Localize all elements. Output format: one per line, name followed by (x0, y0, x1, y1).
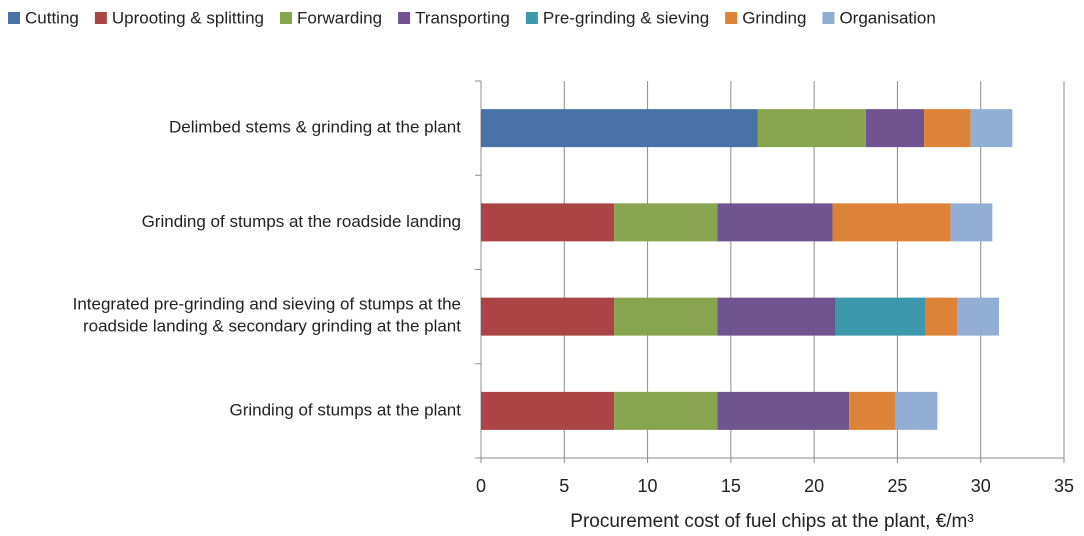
legend-label: Pre-grinding & sieving (543, 8, 709, 27)
legend-label: Transporting (415, 8, 510, 27)
x-tick-label: 30 (971, 476, 991, 496)
legend-label: Grinding (742, 8, 806, 27)
bar-segment (614, 391, 718, 430)
y-tick-label: Delimbed stems & grinding at the plant (169, 118, 461, 137)
bar-segment (481, 297, 615, 336)
bar-segment (757, 109, 866, 148)
x-tick-label: 25 (887, 476, 907, 496)
label-line: roadside landing & secondary grinding at… (83, 317, 461, 336)
legend-swatch (280, 12, 293, 24)
legend-swatch (94, 12, 107, 24)
y-tick-label: Grinding of stumps at the plant (229, 400, 461, 419)
bar-segment (895, 391, 938, 430)
bar-segment (481, 203, 615, 242)
bar-segment (970, 109, 1013, 148)
bar-segment (957, 297, 1000, 336)
x-tick-label: 15 (721, 476, 741, 496)
bar-segment (481, 109, 758, 148)
label-line: Integrated pre-grinding and sieving of s… (73, 295, 461, 314)
bar-segment (865, 109, 925, 148)
x-tick-label: 20 (804, 476, 824, 496)
y-tick-label: Grinding of stumps at the roadside landi… (142, 212, 461, 231)
bar-segment (832, 203, 951, 242)
x-axis-label: Procurement cost of fuel chips at the pl… (570, 511, 973, 532)
x-tick-label: 5 (559, 476, 569, 496)
bar-segment (849, 391, 896, 430)
bar-segment (614, 203, 718, 242)
bar-segment (924, 109, 971, 148)
x-tick-label: 10 (638, 476, 658, 496)
legend-swatch (725, 12, 738, 24)
bar-segment (925, 297, 958, 336)
bar-segment (835, 297, 926, 336)
y-tick-label: Integrated pre-grinding and sieving of s… (73, 295, 462, 336)
bar-segment (717, 391, 850, 430)
bar-segment (717, 203, 833, 242)
legend-swatch (398, 12, 411, 24)
legend-swatch (8, 12, 20, 24)
bar-segment (481, 391, 615, 430)
legend-label: Organisation (839, 8, 935, 27)
bar-segment (950, 203, 993, 242)
legend-swatch (822, 12, 835, 24)
legend-label: Cutting (25, 8, 79, 27)
bar-segment (717, 297, 836, 336)
legend-swatch (525, 12, 538, 24)
x-tick-label: 0 (476, 476, 486, 496)
bar-segment (614, 297, 718, 336)
x-tick-label: 35 (1054, 476, 1074, 496)
legend-label: Forwarding (297, 8, 382, 27)
legend-label: Uprooting & splitting (112, 8, 264, 27)
